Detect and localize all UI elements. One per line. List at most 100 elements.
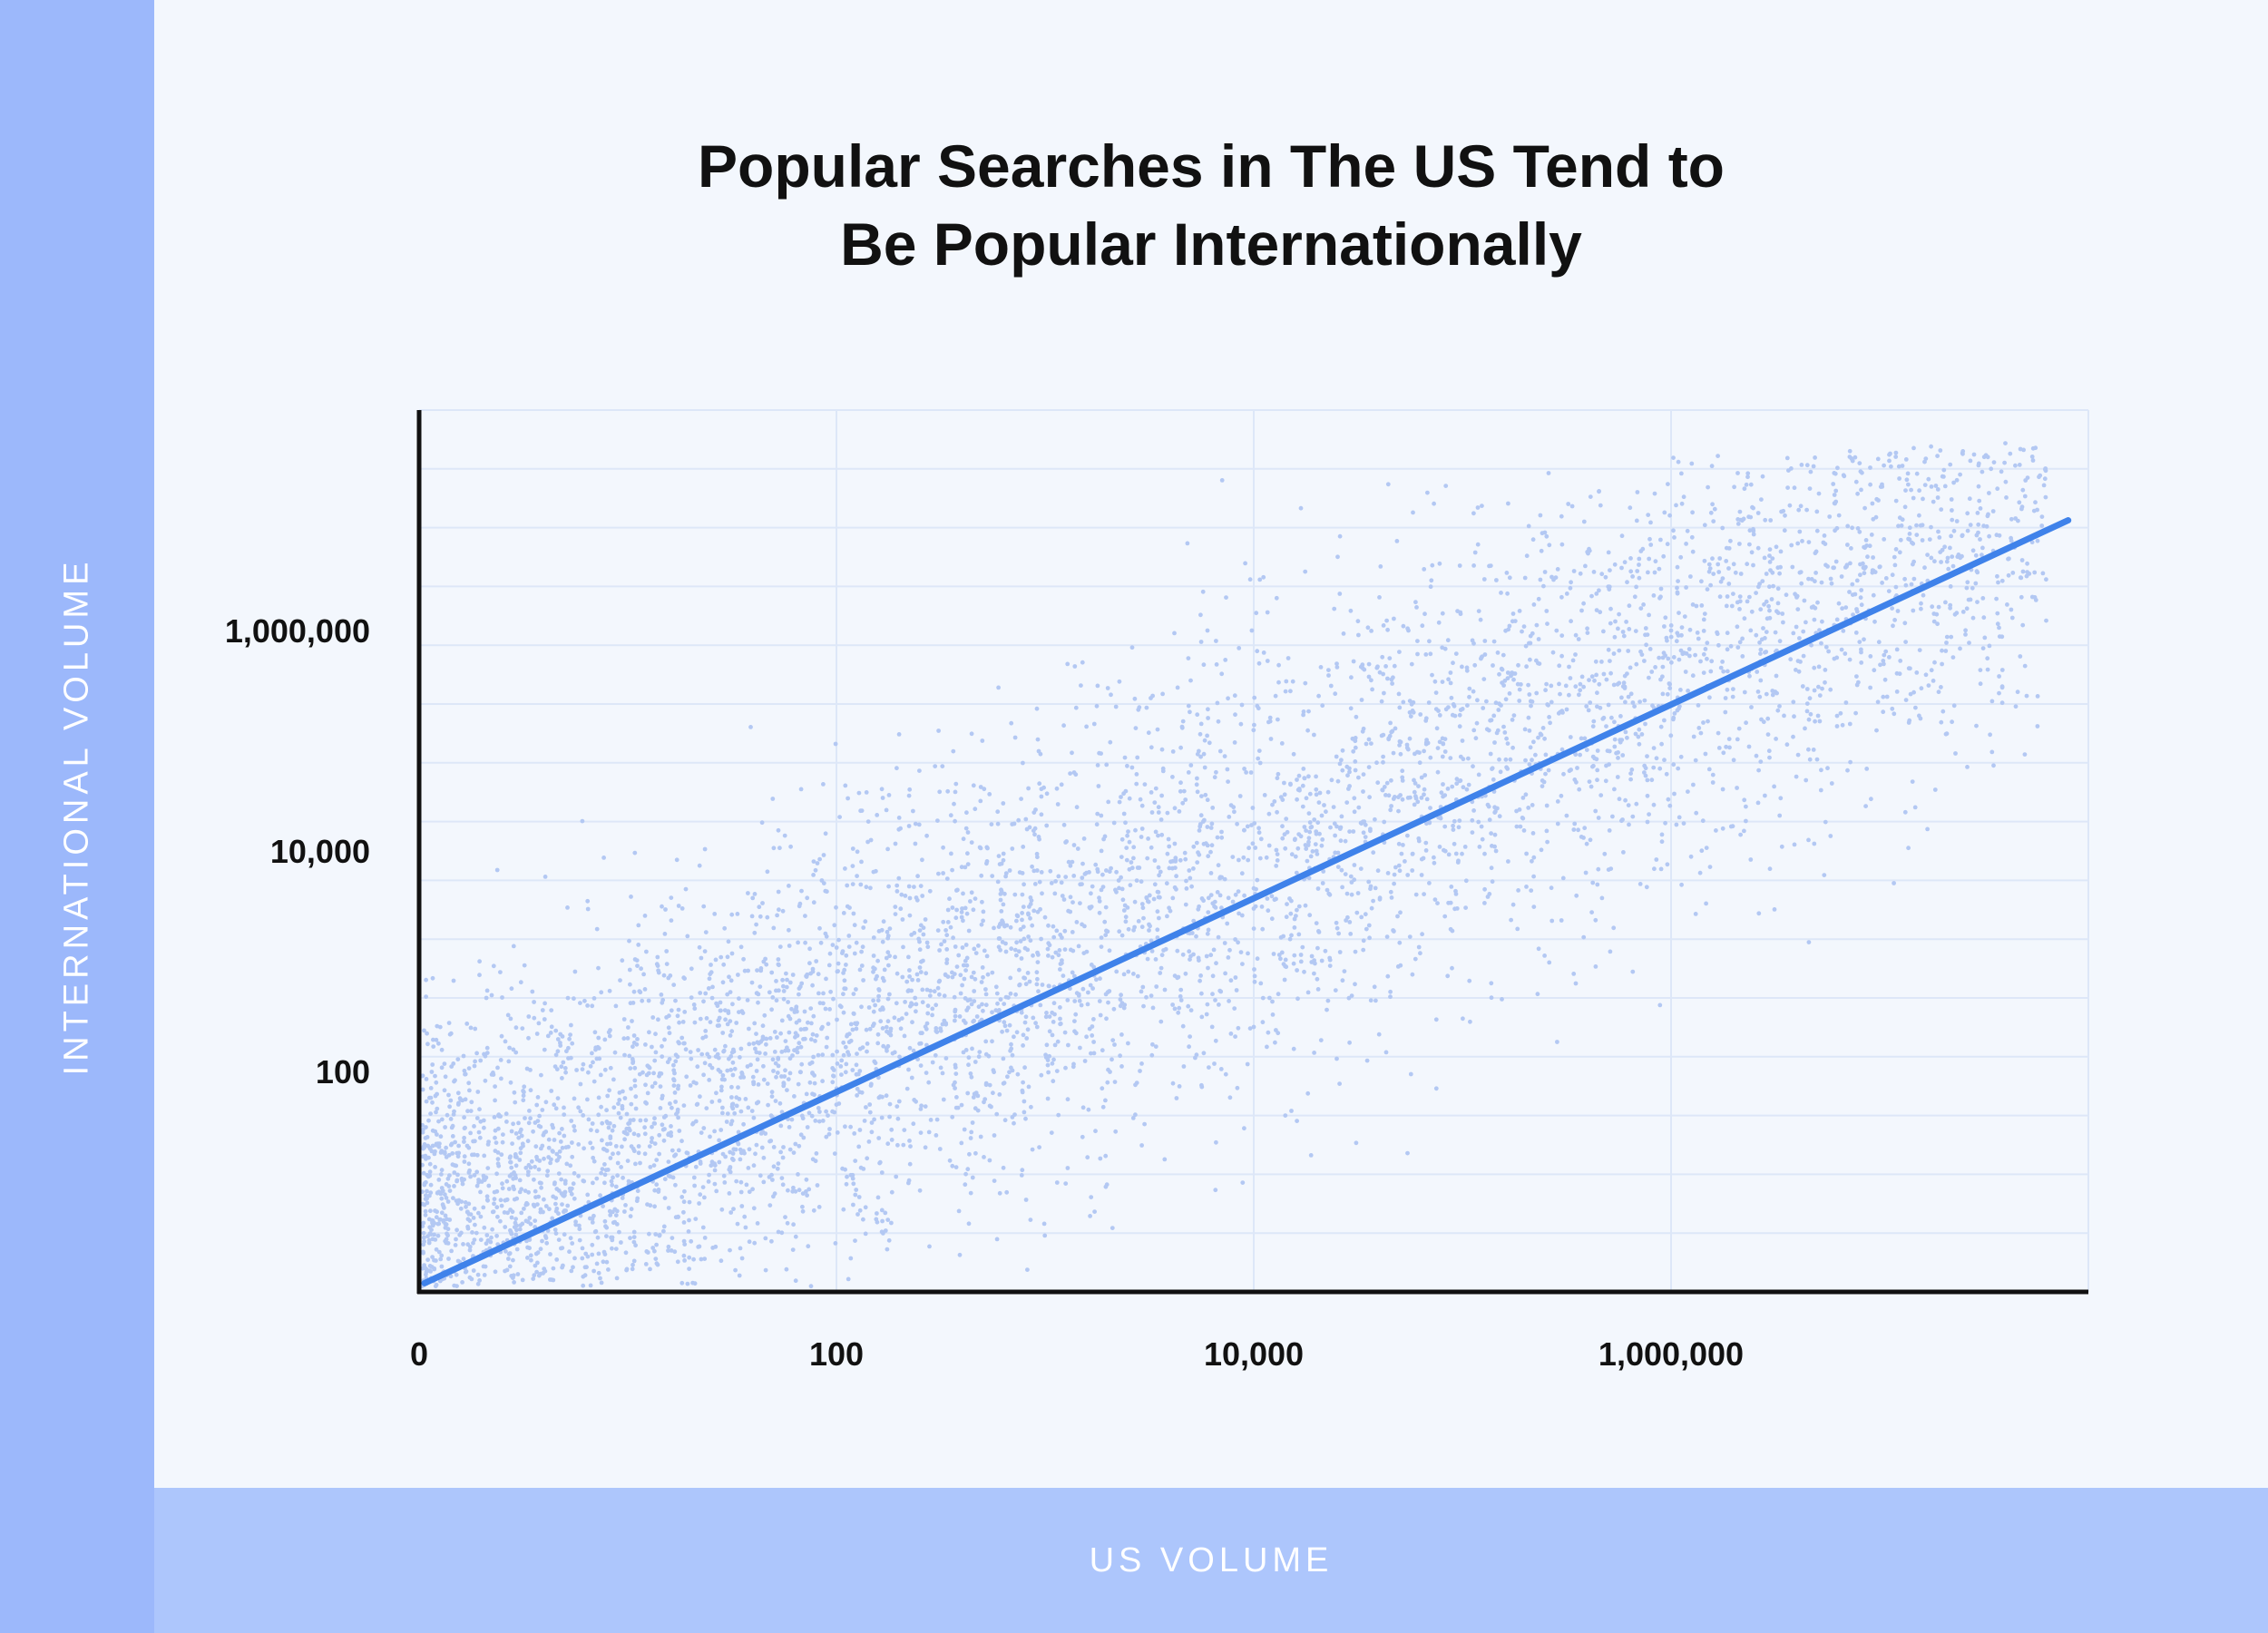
scatter-point xyxy=(1137,865,1142,870)
scatter-point xyxy=(1216,719,1221,724)
scatter-point xyxy=(830,1080,836,1085)
scatter-point xyxy=(738,1109,744,1114)
scatter-point xyxy=(1302,969,1306,974)
scatter-point xyxy=(585,906,591,912)
scatter-point xyxy=(1804,687,1810,691)
scatter-point xyxy=(1825,766,1830,771)
scatter-point xyxy=(1823,644,1829,650)
scatter-point xyxy=(797,992,801,997)
scatter-point xyxy=(1706,767,1712,772)
scatter-point xyxy=(960,983,964,988)
scatter-point xyxy=(1255,956,1260,962)
scatter-point xyxy=(707,1172,711,1178)
scatter-point xyxy=(728,1149,733,1155)
scatter-point xyxy=(540,1238,544,1244)
scatter-point xyxy=(468,1109,474,1113)
scatter-point xyxy=(613,1213,619,1217)
scatter-point xyxy=(1145,856,1150,861)
scatter-point xyxy=(1798,504,1804,509)
scatter-point xyxy=(567,1036,572,1041)
scatter-point xyxy=(1799,581,1804,586)
scatter-point xyxy=(507,1264,513,1269)
scatter-point xyxy=(704,1016,709,1021)
scatter-point xyxy=(1492,805,1497,810)
scatter-point xyxy=(1398,793,1403,797)
scatter-point xyxy=(462,1159,467,1164)
scatter-point xyxy=(1404,742,1410,748)
scatter-point xyxy=(853,1159,858,1163)
scatter-point xyxy=(964,963,970,968)
scatter-point xyxy=(1303,843,1308,847)
scatter-point xyxy=(1036,748,1041,754)
scatter-point xyxy=(898,1026,904,1032)
scatter-point xyxy=(814,1151,819,1156)
scatter-point xyxy=(881,919,886,924)
scatter-point xyxy=(566,1056,571,1061)
scatter-point xyxy=(1462,845,1468,849)
scatter-point xyxy=(1145,956,1150,962)
scatter-point xyxy=(1191,952,1196,957)
scatter-point xyxy=(1237,857,1241,863)
scatter-point xyxy=(1803,726,1807,731)
scatter-point xyxy=(437,1024,443,1030)
scatter-point xyxy=(1129,765,1135,770)
scatter-point xyxy=(831,1073,836,1079)
scatter-point xyxy=(519,1133,524,1139)
scatter-point xyxy=(1804,777,1809,783)
scatter-point xyxy=(478,1058,484,1063)
scatter-point xyxy=(813,1119,818,1123)
scatter-point xyxy=(1667,686,1673,690)
scatter-point xyxy=(1153,786,1158,791)
scatter-point xyxy=(642,1125,647,1130)
scatter-point xyxy=(1763,793,1767,798)
scatter-point xyxy=(1651,802,1657,807)
scatter-point xyxy=(848,1172,854,1178)
scatter-point xyxy=(1435,769,1441,775)
scatter-point xyxy=(1528,699,1533,704)
scatter-point xyxy=(1911,608,1916,613)
scatter-point xyxy=(653,1032,658,1037)
scatter-point xyxy=(879,787,885,792)
scatter-point xyxy=(1306,774,1311,779)
scatter-point xyxy=(1531,855,1537,860)
scatter-point xyxy=(2006,556,2010,562)
scatter-point xyxy=(1740,636,1745,641)
scatter-point xyxy=(1437,561,1442,566)
scatter-point xyxy=(1767,866,1773,872)
scatter-point xyxy=(619,1165,623,1169)
scatter-point xyxy=(582,998,587,1003)
scatter-point xyxy=(1773,630,1778,635)
scatter-point xyxy=(1490,879,1495,885)
scatter-point xyxy=(1806,717,1812,722)
scatter-point xyxy=(1448,756,1453,760)
scatter-point xyxy=(1777,639,1783,644)
scatter-point xyxy=(1242,1126,1246,1131)
scatter-point xyxy=(477,1107,482,1112)
scatter-point xyxy=(1411,699,1416,705)
scatter-point xyxy=(1628,771,1633,776)
scatter-point xyxy=(1309,960,1315,964)
scatter-point xyxy=(755,1057,760,1062)
scatter-point xyxy=(836,969,840,973)
scatter-point xyxy=(562,1105,566,1110)
scatter-point xyxy=(1516,888,1520,893)
scatter-point xyxy=(1233,892,1238,897)
scatter-point xyxy=(701,904,707,909)
scatter-point xyxy=(1017,967,1022,973)
scatter-point xyxy=(691,1257,696,1262)
scatter-point xyxy=(1182,850,1188,856)
scatter-point xyxy=(1963,632,1968,637)
scatter-point xyxy=(1024,1036,1030,1041)
scatter-point xyxy=(823,1006,828,1012)
scatter-point xyxy=(784,1266,789,1272)
scatter-point xyxy=(1475,698,1480,703)
scatter-point xyxy=(1720,576,1725,581)
scatter-point xyxy=(513,1025,519,1031)
scatter-point xyxy=(601,856,606,860)
scatter-point xyxy=(1849,546,1853,551)
scatter-point xyxy=(1029,1104,1033,1110)
scatter-point xyxy=(1840,606,1844,611)
scatter-point xyxy=(1091,964,1097,970)
scatter-point xyxy=(913,995,918,1001)
scatter-point xyxy=(1579,736,1584,741)
